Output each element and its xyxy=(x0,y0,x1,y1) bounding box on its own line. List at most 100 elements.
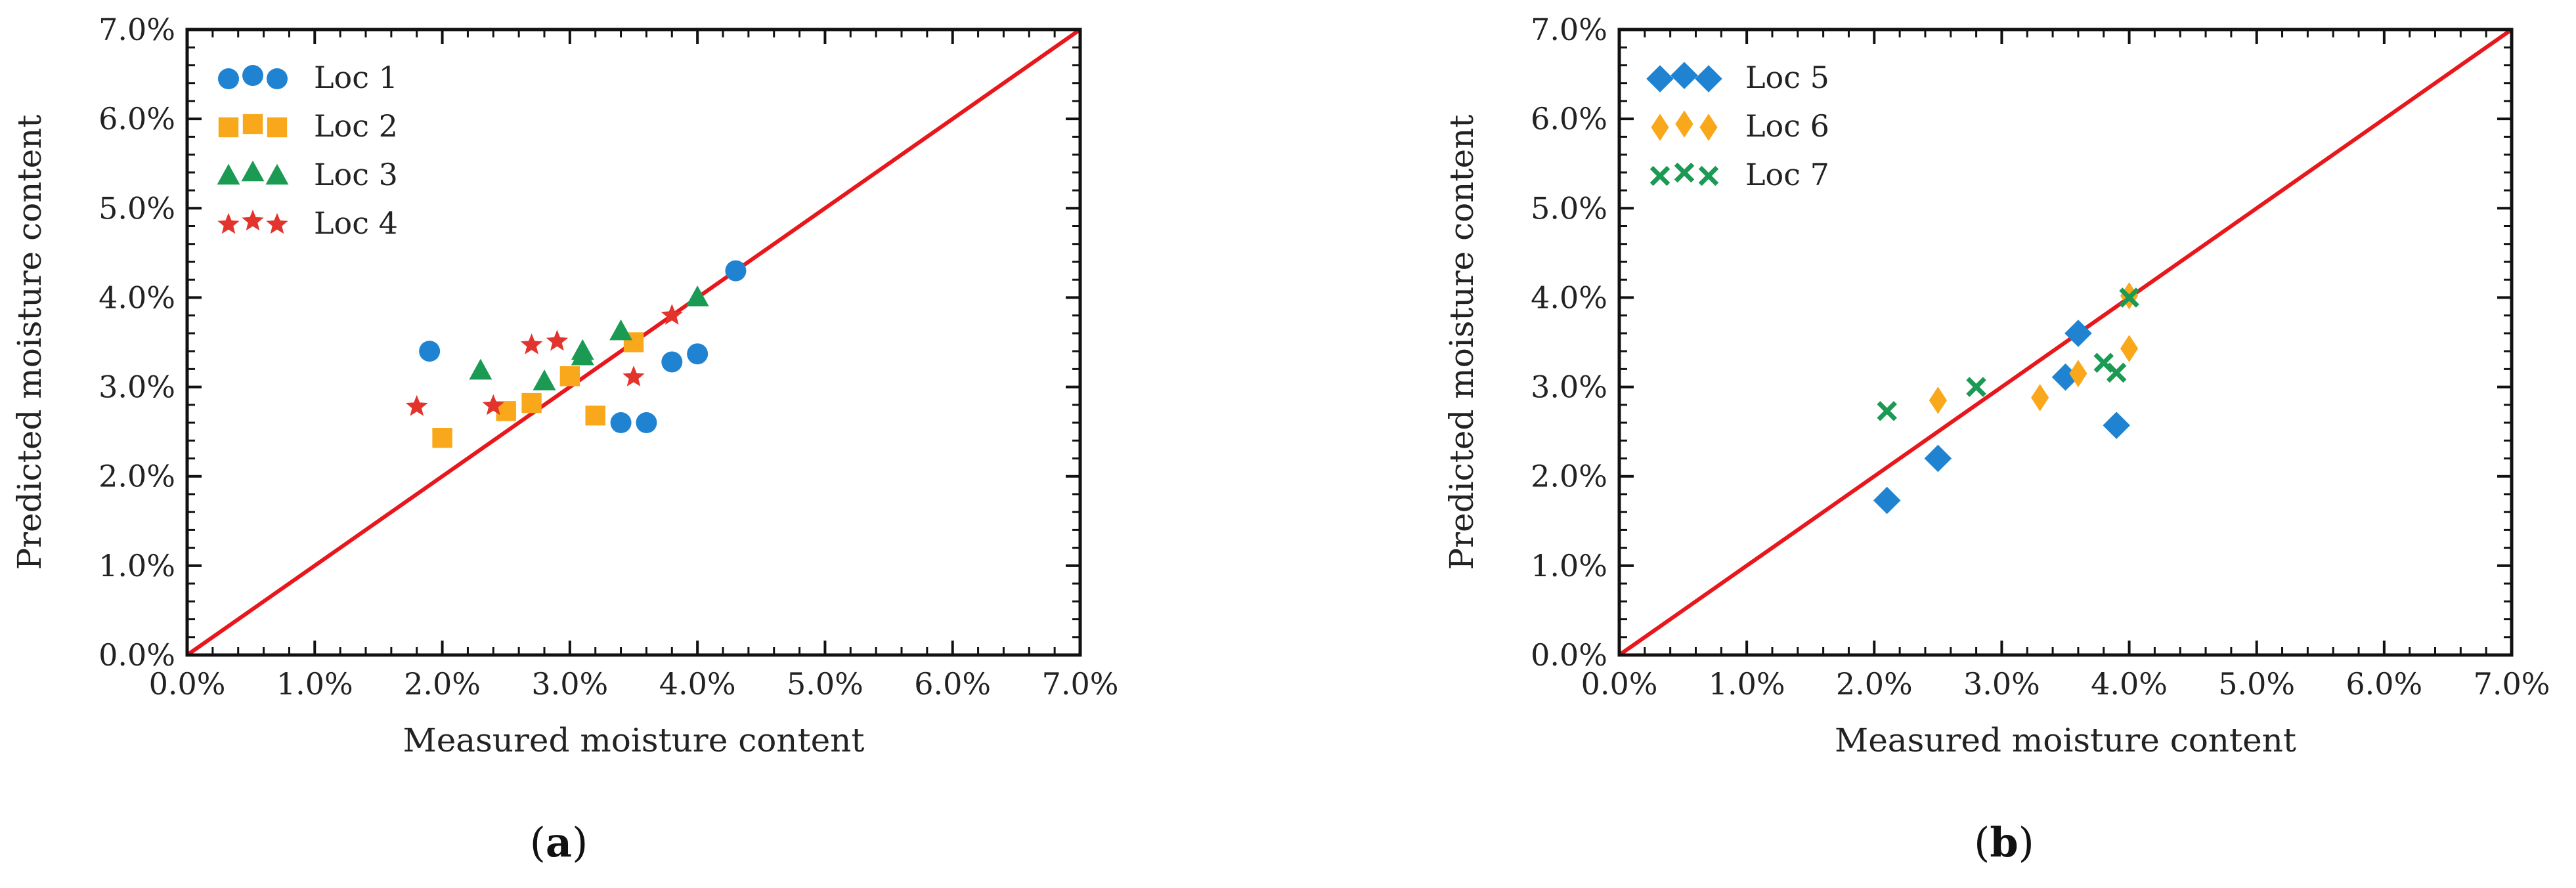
legend-marker xyxy=(241,160,265,182)
data-point xyxy=(2031,384,2049,412)
data-point xyxy=(661,351,683,373)
legend-marker xyxy=(1649,165,1670,186)
data-point xyxy=(661,304,683,325)
data-point xyxy=(585,405,605,426)
data-point xyxy=(1877,401,1897,421)
legend-marker xyxy=(1675,110,1693,138)
data-point xyxy=(725,260,747,282)
legend-entry: Loc 7 xyxy=(1745,157,1829,192)
data-point xyxy=(2069,360,2087,387)
legend-marker xyxy=(242,65,263,86)
legend-marker xyxy=(218,68,239,89)
data-point xyxy=(610,412,632,434)
reference-line xyxy=(1618,28,2513,657)
data-point xyxy=(609,319,633,341)
data-point xyxy=(636,412,657,434)
legend-marker xyxy=(1699,114,1718,141)
panel-label: (a) xyxy=(530,818,588,866)
x-tick-label: 4.0% xyxy=(2091,666,2168,702)
data-point xyxy=(521,392,542,413)
data-point xyxy=(1924,444,1952,473)
data-point xyxy=(1873,486,1901,515)
x-tick-label: 5.0% xyxy=(787,666,863,702)
x-tick-label: 4.0% xyxy=(659,666,736,702)
data-point xyxy=(571,339,594,360)
data-point xyxy=(520,333,543,354)
legend-entry: Loc 5 xyxy=(1745,60,1829,95)
y-tick-label: 6.0% xyxy=(1531,101,1607,137)
data-point xyxy=(432,427,452,448)
x-tick-label: 7.0% xyxy=(1042,666,1119,702)
legend-marker xyxy=(217,213,240,234)
data-point xyxy=(1966,377,1986,397)
data-point xyxy=(533,370,556,391)
y-tick-label: 7.0% xyxy=(98,12,175,47)
y-tick-label: 5.0% xyxy=(98,190,175,226)
x-tick-label: 6.0% xyxy=(2346,666,2422,702)
y-tick-label: 4.0% xyxy=(98,280,175,315)
legend-marker xyxy=(1651,114,1669,141)
x-axis-label: Measured moisture content xyxy=(403,721,865,759)
y-tick-label: 2.0% xyxy=(98,459,175,494)
data-point xyxy=(2119,287,2139,308)
data-point xyxy=(687,343,709,365)
plot-frame xyxy=(185,28,1082,657)
legend-marker xyxy=(217,163,240,185)
legend-marker xyxy=(218,117,239,138)
y-tick-label: 3.0% xyxy=(1531,370,1607,405)
data-point xyxy=(406,394,428,416)
data-point xyxy=(482,394,504,415)
y-tick-label: 7.0% xyxy=(1531,12,1607,47)
y-tick-label: 5.0% xyxy=(1531,190,1607,226)
x-tick-label: 2.0% xyxy=(404,666,481,702)
y-axis-label: Predicted moisture content xyxy=(11,115,49,570)
x-tick-label: 7.0% xyxy=(2474,666,2550,702)
legend-marker xyxy=(267,117,288,138)
legend-marker xyxy=(1695,65,1722,93)
y-axis-label: Predicted moisture content xyxy=(1443,115,1481,570)
data-point xyxy=(2103,412,2130,439)
x-tick-label: 2.0% xyxy=(1836,666,1913,702)
legend-marker xyxy=(1698,165,1719,186)
legend-marker xyxy=(267,68,288,89)
x-tick-label: 5.0% xyxy=(2218,666,2295,702)
y-tick-label: 3.0% xyxy=(98,370,175,405)
data-point xyxy=(622,366,645,387)
legend-marker xyxy=(242,209,264,231)
y-tick-label: 6.0% xyxy=(98,101,175,137)
legend-marker xyxy=(265,163,289,185)
y-tick-label: 2.0% xyxy=(1531,459,1607,494)
x-tick-label: 3.0% xyxy=(531,666,608,702)
y-tick-label: 0.0% xyxy=(98,637,175,673)
panel-label: (b) xyxy=(1974,818,2034,866)
legend-entry: Loc 4 xyxy=(314,205,398,241)
x-tick-label: 0.0% xyxy=(1581,666,1658,702)
data-point xyxy=(546,329,569,351)
x-tick-label: 1.0% xyxy=(1709,666,1785,702)
legend-entry: Loc 6 xyxy=(1745,108,1829,144)
data-point xyxy=(419,341,441,362)
legend-marker xyxy=(242,114,263,135)
data-point xyxy=(2106,362,2127,383)
y-tick-label: 1.0% xyxy=(1531,548,1607,583)
y-tick-label: 4.0% xyxy=(1531,280,1607,315)
y-tick-label: 1.0% xyxy=(98,548,175,583)
legend-entry: Loc 1 xyxy=(314,60,398,95)
x-tick-label: 1.0% xyxy=(276,666,353,702)
data-point xyxy=(469,358,492,380)
data-point xyxy=(1929,387,1947,414)
data-point xyxy=(559,366,580,387)
panel-b: 0.0%0.0% 1.0% 1.0% 2.0% 2.0% 3.0% 3.0% 4.0% 4.0%… xyxy=(1443,12,2550,866)
legend-entry: Loc 3 xyxy=(314,157,398,192)
y-tick-label: 0.0% xyxy=(1531,637,1607,673)
data-point xyxy=(2064,320,2092,347)
data-point xyxy=(686,285,709,307)
legend-entry: Loc 2 xyxy=(314,108,398,144)
legend-marker xyxy=(266,213,288,234)
data-point xyxy=(2120,335,2139,362)
x-tick-label: 3.0% xyxy=(1963,666,2040,702)
x-axis-label: Measured moisture content xyxy=(1835,721,2296,759)
panel-a: 0.0%0.0% 1.0% 1.0% 2.0% 2.0% 3.0% 3.0% 4.0% 4.0%… xyxy=(11,12,1118,866)
legend-marker xyxy=(1646,65,1674,93)
